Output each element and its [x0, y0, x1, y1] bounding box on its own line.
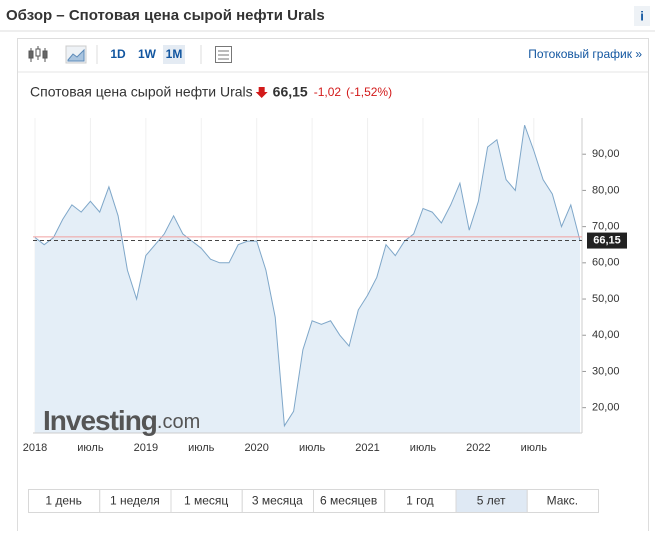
x-tick-label: июль — [77, 442, 104, 454]
y-tick-label: 50,00 — [592, 293, 620, 305]
chart: 20,00 30,00 40,00 50,00 60,00 70,00 80,00 90,00… — [23, 118, 627, 454]
x-tick-label: 2020 — [244, 442, 268, 454]
y-tick-label: 80,00 — [592, 184, 620, 196]
interval-button[interactable]: 1W — [138, 47, 157, 61]
x-tick-label: 2019 — [134, 442, 158, 454]
area-icon[interactable] — [65, 45, 87, 64]
y-tick-label: 60,00 — [592, 257, 620, 269]
period-label[interactable]: 1 день — [45, 494, 82, 508]
period-bar: 1 день 1 неделя 1 месяц 3 месяца 6 месяцев 1 … — [28, 489, 599, 513]
x-tick-label: 2022 — [466, 442, 490, 454]
page-title: Обзор – Спотовая цена сырой нефти Urals — [6, 7, 325, 24]
table-icon[interactable] — [215, 46, 232, 63]
info-icon[interactable]: i — [640, 8, 644, 23]
y-tick-label: 40,00 — [592, 329, 620, 341]
widget-frame — [17, 38, 649, 536]
quote-price: 66,15 — [273, 84, 308, 100]
period-button[interactable] — [526, 489, 599, 513]
last-price-box — [587, 232, 627, 249]
interval-button[interactable]: 1D — [110, 47, 126, 61]
selected-interval[interactable] — [163, 45, 185, 64]
watermark: Investing.com — [43, 405, 200, 436]
y-tick-label: 70,00 — [592, 221, 620, 233]
y-tick-label: 90,00 — [592, 148, 620, 160]
period-label[interactable]: 1 неделя — [110, 494, 160, 508]
x-tick-label: 2021 — [355, 442, 379, 454]
period-label[interactable]: 5 лет — [477, 494, 506, 508]
x-tick-label: 2018 — [23, 442, 47, 454]
quote-name: Спотовая цена сырой нефти Urals — [30, 84, 253, 100]
watermark-brand: Investing — [43, 405, 157, 436]
period-label[interactable]: Макс. — [547, 494, 579, 508]
period-label[interactable]: 1 месяц — [184, 494, 228, 508]
period-label[interactable]: 6 месяцев — [320, 494, 377, 508]
x-tick-label: июль — [299, 442, 326, 454]
y-tick-label: 30,00 — [592, 365, 620, 377]
x-tick-label: июль — [521, 442, 548, 454]
area-fill — [35, 125, 580, 433]
period-label[interactable]: 1 год — [406, 494, 434, 508]
x-tick-label: июль — [410, 442, 437, 454]
interval-button[interactable]: 1M — [166, 47, 183, 61]
info-box[interactable] — [634, 6, 650, 26]
stream-link[interactable]: Потоковый график » — [528, 47, 642, 61]
x-tick-label: июль — [188, 442, 215, 454]
price-line — [34, 125, 581, 428]
quote-change: -1,02 — [314, 85, 342, 99]
period-label[interactable]: 3 месяца — [252, 494, 303, 508]
candle-icon[interactable] — [28, 46, 48, 62]
watermark-domain: .com — [157, 411, 200, 433]
quote-change-pct: (-1,52%) — [346, 85, 392, 99]
last-price-label: 66,15 — [593, 234, 621, 246]
y-tick-label: 20,00 — [592, 402, 620, 414]
down-arrow — [255, 87, 268, 98]
